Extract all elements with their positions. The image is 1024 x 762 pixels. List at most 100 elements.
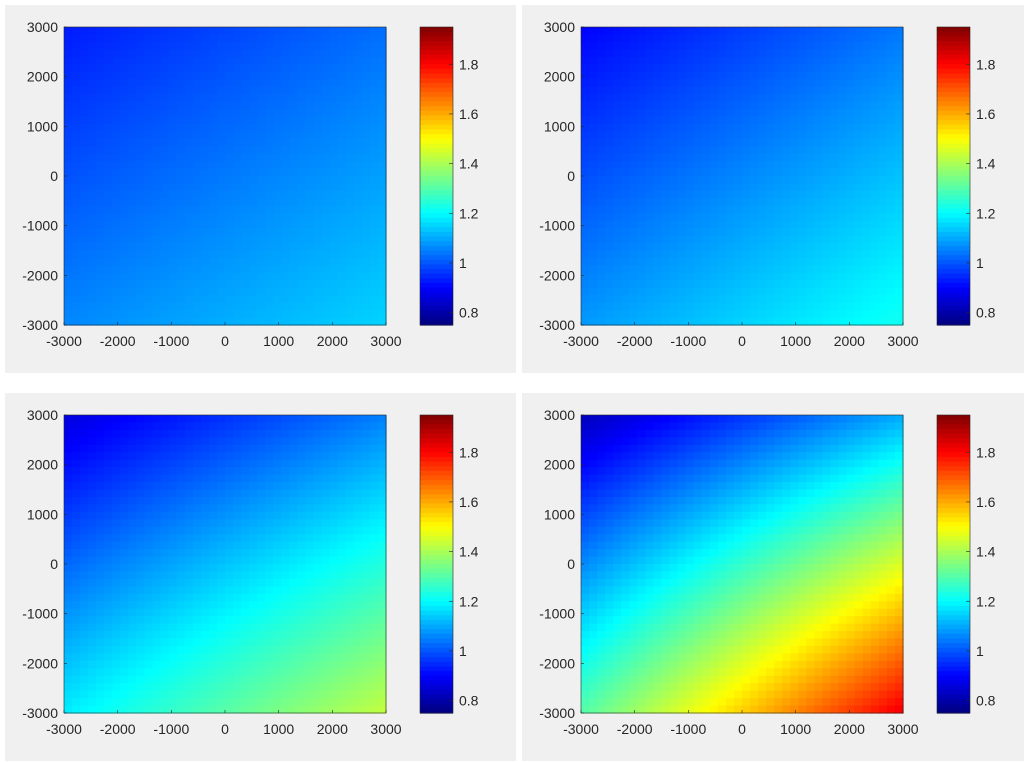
heatmap-cell xyxy=(233,593,242,602)
heatmap-cell xyxy=(216,302,226,311)
heatmap-cell xyxy=(822,183,832,192)
heatmap-cell xyxy=(798,198,807,207)
heatmap-cell xyxy=(854,34,864,43)
heatmap-cell xyxy=(361,280,371,289)
heatmap-cell xyxy=(265,422,274,431)
heatmap-cell xyxy=(297,153,307,162)
heatmap-cell xyxy=(104,116,113,125)
heatmap-cell xyxy=(894,168,904,177)
heatmap-cell xyxy=(709,220,719,229)
heatmap-cell xyxy=(830,228,840,237)
heatmap-cell xyxy=(353,482,363,491)
heatmap-cell xyxy=(725,34,735,43)
heatmap-cell xyxy=(88,310,97,319)
heatmap-cell xyxy=(249,131,258,140)
heatmap-cell xyxy=(233,138,242,147)
heatmap-cell xyxy=(345,511,355,520)
heatmap-cell xyxy=(345,571,355,580)
heatmap-cell xyxy=(886,94,896,103)
heatmap-cell xyxy=(152,302,162,311)
heatmap-cell xyxy=(72,64,81,73)
heatmap-cell xyxy=(305,564,315,573)
heatmap-cell xyxy=(128,272,138,281)
heatmap-cell xyxy=(200,556,210,565)
heatmap-2: -3000 -2000 -1000 0 1000 2000 3000300020001000… xyxy=(539,19,995,349)
heatmap-cell xyxy=(208,101,218,110)
heatmap-cell xyxy=(241,205,250,214)
heatmap-cell xyxy=(289,526,299,535)
heatmap-cell xyxy=(273,228,282,237)
heatmap-cell xyxy=(160,638,170,647)
heatmap-cell xyxy=(200,176,210,185)
heatmap-cell xyxy=(112,690,121,699)
heatmap-cell xyxy=(653,153,663,162)
heatmap-cell xyxy=(241,683,250,692)
heatmap-cell xyxy=(200,444,210,453)
heatmap-cell xyxy=(321,444,331,453)
heatmap-cell xyxy=(377,564,387,573)
heatmap-cell xyxy=(774,94,783,103)
heatmap-cell xyxy=(709,116,719,125)
heatmap-cell xyxy=(168,71,178,80)
heatmap-cell xyxy=(669,138,679,147)
heatmap-cell xyxy=(192,675,202,684)
heatmap-cell xyxy=(886,116,896,125)
heatmap-cell xyxy=(80,272,89,281)
heatmap-cell xyxy=(88,616,97,625)
heatmap-cell xyxy=(200,27,210,36)
heatmap-cell xyxy=(160,310,170,319)
heatmap-cell xyxy=(96,496,105,505)
heatmap-cell xyxy=(225,250,234,259)
heatmap-cell xyxy=(305,578,315,587)
heatmap-cell xyxy=(96,79,105,88)
heatmap-cell xyxy=(96,564,105,573)
heatmap-cell xyxy=(216,474,226,483)
heatmap-cell xyxy=(72,437,81,446)
heatmap-cell xyxy=(854,295,864,304)
heatmap-cell xyxy=(613,228,622,237)
heatmap-cell xyxy=(192,302,202,311)
heatmap-cell xyxy=(337,243,347,252)
heatmap-cell xyxy=(152,459,162,468)
heatmap-cell xyxy=(766,27,775,36)
heatmap-cell xyxy=(589,198,598,207)
heatmap-cell xyxy=(225,534,234,543)
heatmap-cell xyxy=(377,310,387,319)
heatmap-cell xyxy=(144,616,154,625)
heatmap-cell xyxy=(144,302,154,311)
heatmap-cell xyxy=(233,302,242,311)
heatmap-cell xyxy=(669,161,679,170)
heatmap-cell xyxy=(168,437,178,446)
heatmap-cell xyxy=(353,675,363,684)
heatmap-cell xyxy=(281,437,290,446)
heatmap-cell xyxy=(265,287,274,296)
heatmap-cell xyxy=(709,153,719,162)
heatmap-cell xyxy=(806,205,816,214)
heatmap-cell xyxy=(329,578,339,587)
heatmap-cell xyxy=(112,660,121,669)
heatmap-cell xyxy=(862,101,872,110)
heatmap-cell xyxy=(597,34,606,43)
heatmap-cell xyxy=(112,549,121,558)
heatmap-cell xyxy=(176,511,186,520)
heatmap-cell xyxy=(766,101,775,110)
heatmap-cell xyxy=(790,228,799,237)
heatmap-cell xyxy=(64,287,73,296)
heatmap-cell xyxy=(589,123,598,132)
heatmap-cell xyxy=(64,295,73,304)
heatmap-cell xyxy=(168,56,178,65)
heatmap-cell xyxy=(581,205,590,214)
heatmap-cell xyxy=(798,176,807,185)
heatmap-cell xyxy=(273,578,282,587)
heatmap-cell xyxy=(742,302,751,311)
heatmap-cell xyxy=(321,153,331,162)
heatmap-cell xyxy=(192,101,202,110)
heatmap-cell xyxy=(854,228,864,237)
heatmap-cell xyxy=(273,108,282,117)
heatmap-cell xyxy=(321,683,331,692)
heatmap-cell xyxy=(216,437,226,446)
heatmap-cell xyxy=(305,511,315,520)
heatmap-cell xyxy=(104,41,113,50)
heatmap-cell xyxy=(200,564,210,573)
heatmap-cell xyxy=(862,168,872,177)
